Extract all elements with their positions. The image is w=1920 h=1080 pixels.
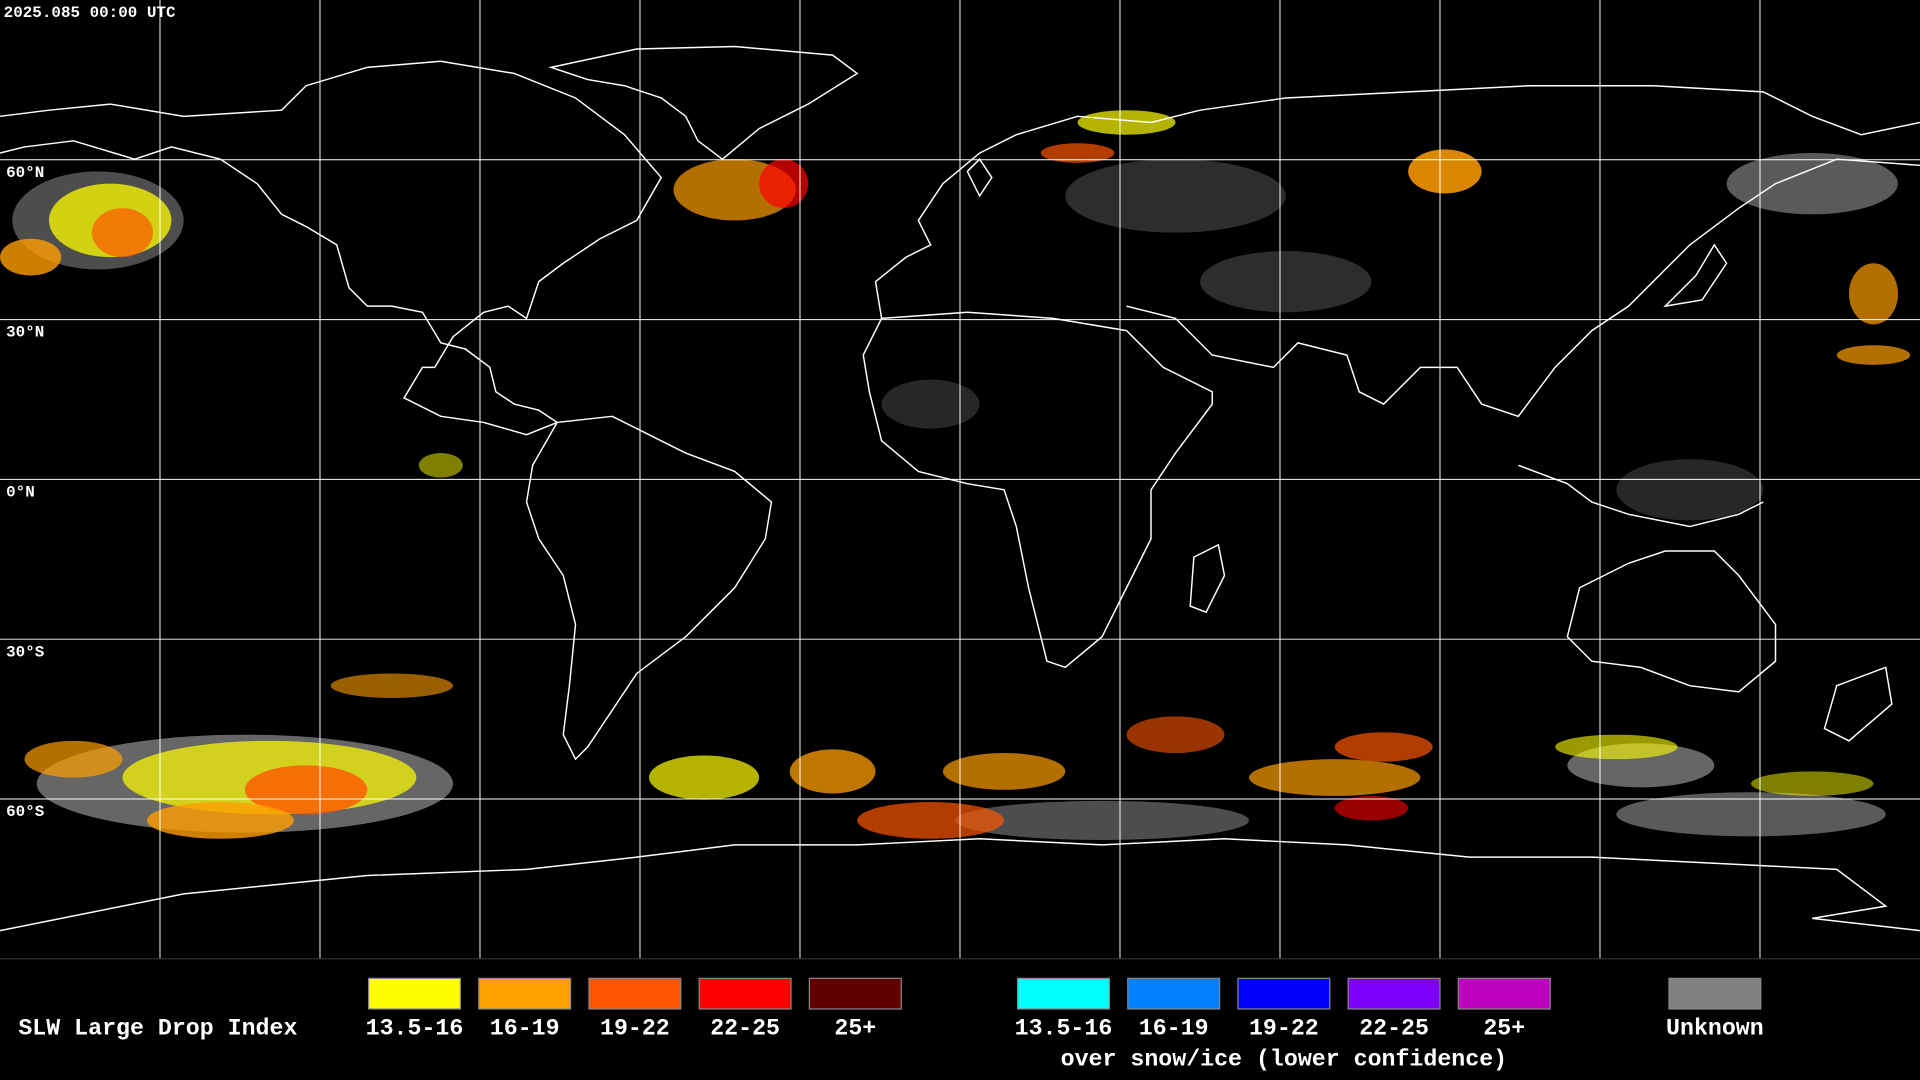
- cloud-orange: [1408, 149, 1482, 194]
- legend-label: 25+: [1483, 1016, 1525, 1042]
- cloud-unknown: [881, 379, 980, 429]
- legend-swatch: [1668, 977, 1762, 1010]
- legend-swatch: [367, 977, 462, 1010]
- legend-swatch: [1457, 977, 1551, 1010]
- coastline: [0, 60, 663, 436]
- cloud-orange: [1836, 345, 1911, 365]
- cloud-orange: [1248, 759, 1421, 796]
- coastline: [525, 415, 773, 761]
- cloud-unknown: [1616, 792, 1886, 837]
- legend-title: SLW Large Drop Index: [18, 1016, 297, 1042]
- coastlines: [0, 45, 1920, 932]
- legend-label: Unknown: [1666, 1016, 1764, 1042]
- latitude-labels: 60°N 30°N 0°N 30°S 60°S: [6, 164, 45, 821]
- cloud-orange: [942, 753, 1066, 790]
- legend-label: 13.5-16: [1015, 1016, 1113, 1042]
- cloud-unknown: [1726, 153, 1898, 215]
- cloud-orange: [789, 749, 876, 794]
- cloud-orange: [146, 802, 294, 839]
- cloud-unknown: [1065, 159, 1286, 233]
- cloud-orange: [244, 765, 368, 815]
- coastline: [966, 158, 993, 198]
- legend-swatch: [478, 977, 572, 1010]
- latitude-label: 30°N: [6, 324, 44, 342]
- legend-swatch: [808, 977, 902, 1010]
- cloud-orange: [857, 802, 1005, 839]
- legend-label: 22-25: [710, 1016, 780, 1042]
- latitude-label: 60°S: [6, 803, 45, 821]
- coastline: [1823, 666, 1893, 742]
- cloud-yellow: [1077, 110, 1176, 135]
- cloud-orange: [1848, 263, 1898, 325]
- coastline: [1189, 543, 1226, 614]
- cloud-yellow: [418, 453, 463, 478]
- cloud-orange: [24, 740, 123, 778]
- legend-label: 16-19: [1139, 1016, 1209, 1042]
- legend-label: 19-22: [600, 1016, 670, 1042]
- coastline: [548, 45, 859, 161]
- cloud-red: [1334, 795, 1409, 821]
- coastline: [874, 84, 1920, 418]
- legend-swatch: [588, 977, 682, 1010]
- legend-swatch: [1016, 977, 1111, 1010]
- latitude-label: 30°S: [6, 643, 45, 661]
- coastline: [862, 311, 1213, 669]
- cloud-red: [759, 159, 809, 209]
- cloud-yellow: [1751, 771, 1874, 796]
- coastline: [1663, 243, 1728, 308]
- legend-label: 22-25: [1359, 1016, 1429, 1042]
- cloud-orange: [91, 208, 154, 258]
- cloud-orange: [1334, 732, 1433, 762]
- cloud-yellow: [648, 755, 760, 800]
- legend-panel: [0, 958, 1920, 1080]
- latitude-label: 60°N: [6, 164, 44, 182]
- legend-swatch: [1347, 977, 1441, 1010]
- cloud-orange: [1126, 716, 1225, 754]
- legend-label: 25+: [834, 1016, 876, 1042]
- cloud-unknown: [1200, 251, 1372, 313]
- cloud-yellow: [1555, 734, 1678, 760]
- legend: 13.5-16 16-19 19-22 22-25 25+ 13.5-16 16-19 19-…: [366, 977, 1764, 1072]
- coastline: [1566, 550, 1777, 693]
- cloud-unknown: [1616, 459, 1764, 521]
- legend-label: 13.5-16: [366, 1016, 464, 1042]
- legend-swatch: [698, 977, 792, 1010]
- cloud-orange: [0, 238, 62, 276]
- cloud-orange: [330, 673, 454, 698]
- graticule: [0, 0, 1920, 959]
- legend-swatch: [1127, 977, 1221, 1010]
- latitude-label: 0°N: [6, 484, 35, 502]
- timestamp: 2025.085 00:00 UTC: [4, 4, 176, 22]
- legend-swatch: [1237, 977, 1331, 1010]
- coastline: [1518, 464, 1764, 528]
- legend-label: 16-19: [490, 1016, 560, 1042]
- legend-note: over snow/ice (lower confidence): [1061, 1046, 1507, 1072]
- legend-label: 19-22: [1249, 1016, 1319, 1042]
- cloud-unknown: [955, 800, 1249, 840]
- cloud-orange: [1040, 143, 1115, 163]
- coastline: [0, 838, 1920, 932]
